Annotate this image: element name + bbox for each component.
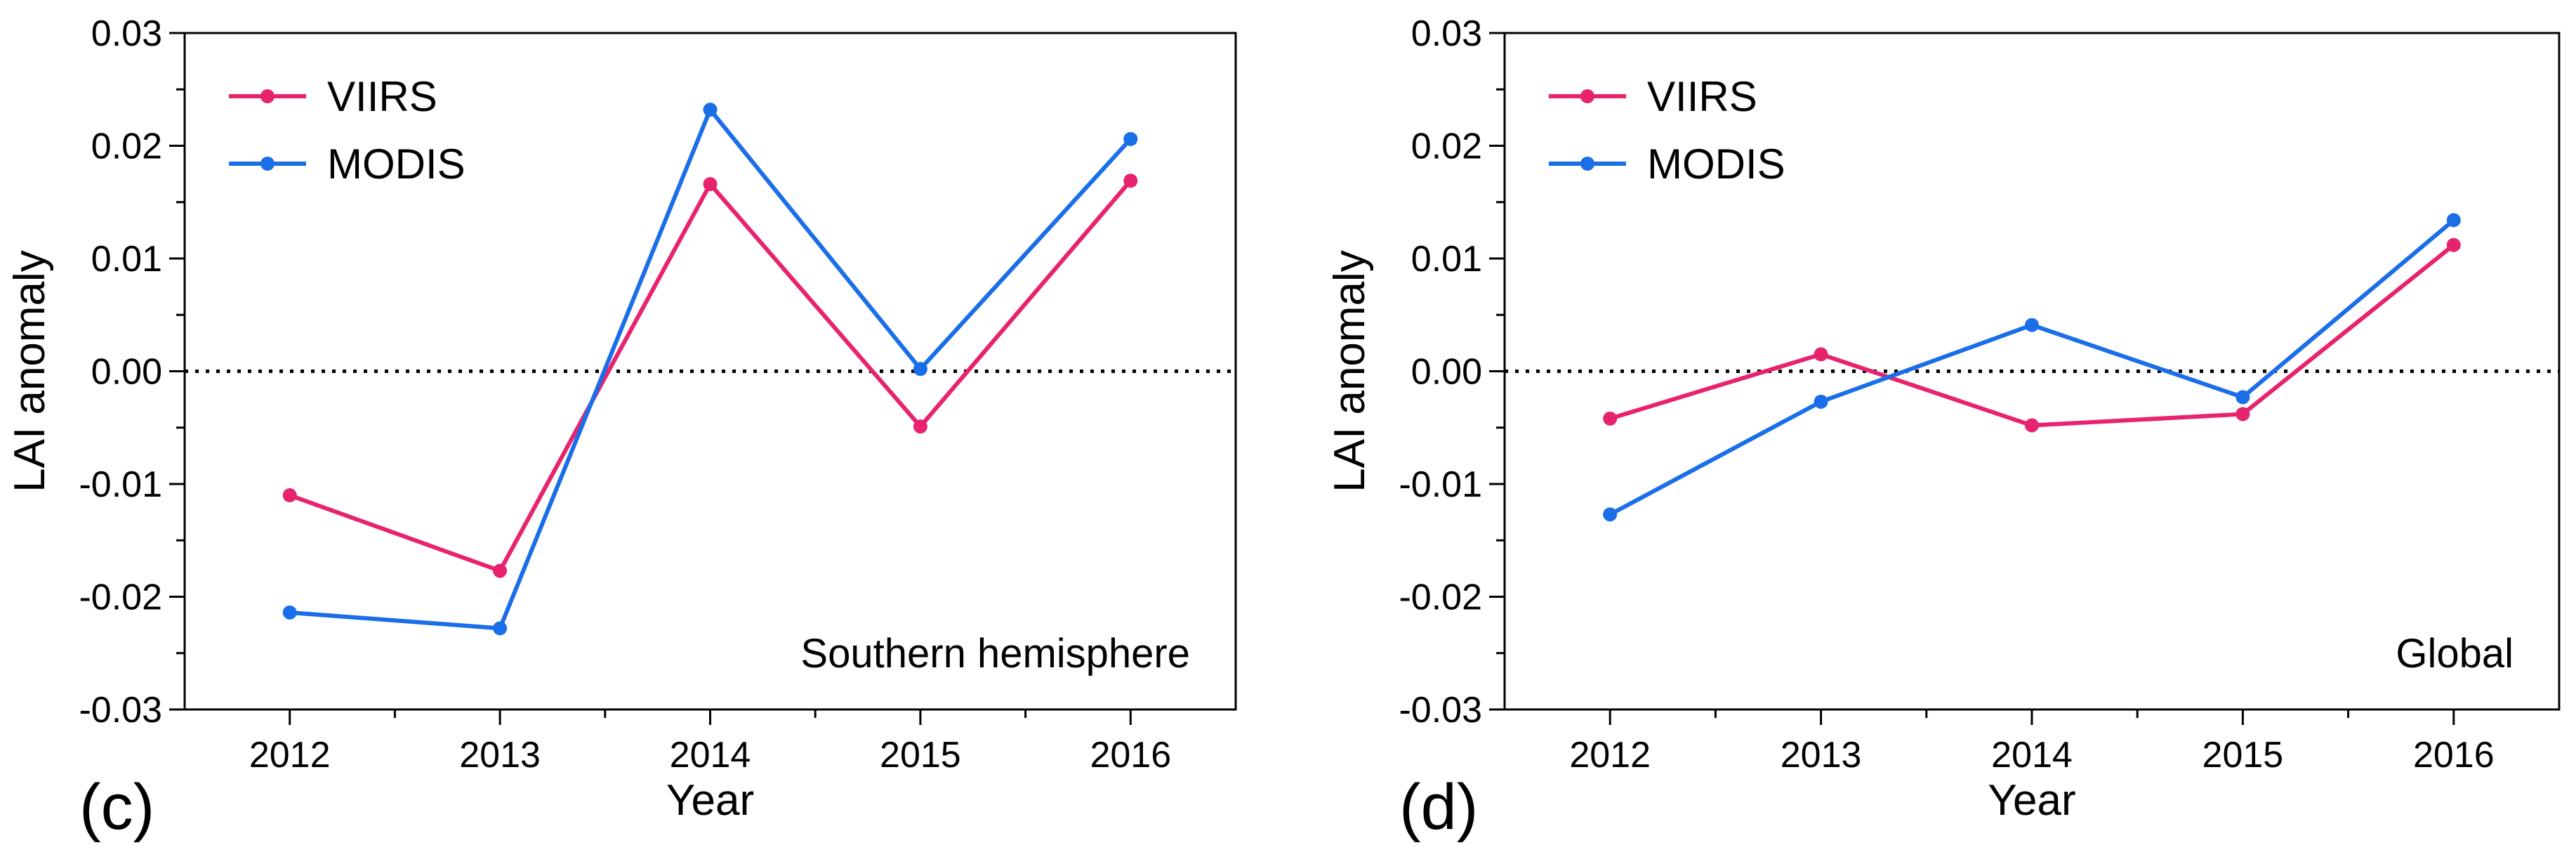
panel-annotation: Southern hemisphere	[800, 631, 1190, 676]
legend: VIIRS MODIS	[229, 73, 465, 188]
y-tick-label: 0.02	[1411, 126, 1482, 167]
x-tick-label: 2012	[249, 735, 331, 776]
y-tick-label: -0.03	[79, 690, 162, 731]
series-viirs	[282, 174, 1138, 578]
x-axis-title: Year	[666, 776, 754, 825]
y-axis-title: LAI anomaly	[6, 250, 54, 492]
data-point-viirs	[1123, 174, 1138, 188]
legend-marker-viirs	[260, 89, 275, 103]
legend-label-modis: MODIS	[327, 140, 465, 188]
plot-frame	[183, 32, 1237, 711]
y-tick-label: -0.03	[1399, 690, 1482, 731]
chart-panel-d: -0.03 -0.02 -0.01 0.00 0.01 0.02 0.03 2012 2013 2…	[1326, 13, 2561, 843]
y-tick-label: 0.02	[91, 126, 162, 167]
legend-marker-modis	[260, 157, 275, 171]
x-tick-label: 2012	[1569, 735, 1651, 776]
y-tick-label: 0.00	[91, 352, 162, 393]
legend-label-viirs: VIIRS	[327, 73, 437, 120]
series-line-modis	[1609, 218, 2455, 516]
y-tick-label: 0.03	[1411, 13, 1482, 54]
legend-marker-viirs	[1580, 89, 1594, 103]
legend-label-viirs: VIIRS	[1647, 73, 1757, 120]
legend: VIIRS MODIS	[1549, 73, 1785, 188]
x-tick-label: 2014	[670, 735, 751, 776]
x-tick-label: 2013	[1781, 735, 1862, 776]
panel-letter: (c)	[79, 771, 154, 843]
x-tick-label: 2015	[880, 735, 961, 776]
data-point-viirs	[2235, 407, 2250, 421]
x-tick-label: 2016	[2413, 735, 2495, 776]
y-tick-label: -0.01	[1399, 464, 1482, 505]
data-point-viirs	[703, 177, 718, 192]
legend-marker-modis	[1580, 157, 1594, 171]
data-point-modis	[1123, 131, 1138, 146]
data-point-modis	[703, 103, 718, 117]
chart-panel-c: -0.03 -0.02 -0.01 0.00 0.01 0.02 0.03 2012 2013 2…	[6, 13, 1237, 843]
series-modis	[282, 103, 1138, 636]
data-point-modis	[1814, 394, 1828, 409]
data-point-modis	[1603, 507, 1618, 522]
data-point-viirs	[282, 488, 297, 503]
series-modis	[1603, 213, 2461, 522]
y-tick-label: 0.03	[91, 13, 162, 54]
legend-label-modis: MODIS	[1647, 140, 1785, 188]
data-point-viirs	[913, 419, 927, 434]
x-tick-label: 2014	[1991, 735, 2073, 776]
data-point-viirs	[2025, 418, 2039, 433]
x-tick-label: 2016	[1090, 735, 1171, 776]
x-tick-label: 2013	[459, 735, 541, 776]
data-point-viirs	[493, 563, 508, 578]
series-viirs	[1603, 237, 2461, 433]
y-tick-label: 0.01	[1411, 239, 1482, 280]
y-tick-label: 0.01	[91, 239, 162, 280]
data-point-viirs	[2446, 237, 2461, 252]
series-line-viirs	[1609, 243, 2455, 428]
y-tick-label: -0.02	[1399, 577, 1482, 618]
data-point-modis	[2235, 390, 2250, 405]
x-axis-title: Year	[1988, 776, 2075, 825]
data-point-viirs	[1603, 411, 1618, 426]
panel-annotation: Global	[2396, 631, 2514, 676]
y-tick-label: -0.01	[79, 464, 162, 505]
data-point-modis	[2446, 213, 2461, 228]
data-point-viirs	[1814, 347, 1828, 362]
data-point-modis	[282, 605, 297, 620]
series-line-viirs	[289, 179, 1132, 574]
data-point-modis	[2025, 318, 2039, 332]
y-tick-label: -0.02	[79, 577, 162, 618]
x-tick-label: 2015	[2202, 735, 2284, 776]
panel-letter: (d)	[1399, 771, 1478, 843]
y-axis-title: LAI anomaly	[1326, 250, 1374, 492]
data-point-modis	[913, 362, 927, 377]
y-tick-label: 0.00	[1411, 352, 1482, 393]
data-point-modis	[493, 621, 508, 636]
